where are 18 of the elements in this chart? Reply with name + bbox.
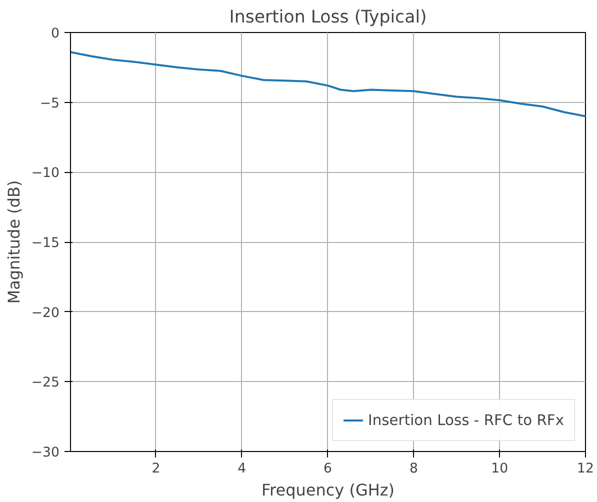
y-tick-label: −15 — [31, 236, 60, 251]
x-tick-label: 4 — [238, 462, 246, 476]
y-tick-label: −5 — [40, 96, 60, 112]
y-tick-label: −25 — [31, 376, 60, 391]
x-tick-label: 10 — [491, 462, 508, 476]
line-series — [70, 51, 586, 118]
x-tick-label: 8 — [409, 462, 418, 476]
y-tick-label: −30 — [31, 446, 60, 460]
legend-label: Insertion Loss - RFC to RFx — [368, 412, 564, 428]
y-axis-title: Magnitude (dB) — [4, 180, 24, 304]
y-tick-label: 0 — [51, 26, 60, 42]
y-tick-label: −10 — [31, 166, 60, 182]
x-tick-label: 6 — [324, 462, 332, 476]
x-tick-label: 2 — [152, 462, 160, 476]
x-tick-label: 12 — [577, 462, 594, 476]
x-axis-title: Frequency (GHz) — [261, 480, 395, 500]
chart-title: Insertion Loss (Typical) — [229, 8, 427, 28]
y-tick-label: −20 — [31, 306, 60, 321]
